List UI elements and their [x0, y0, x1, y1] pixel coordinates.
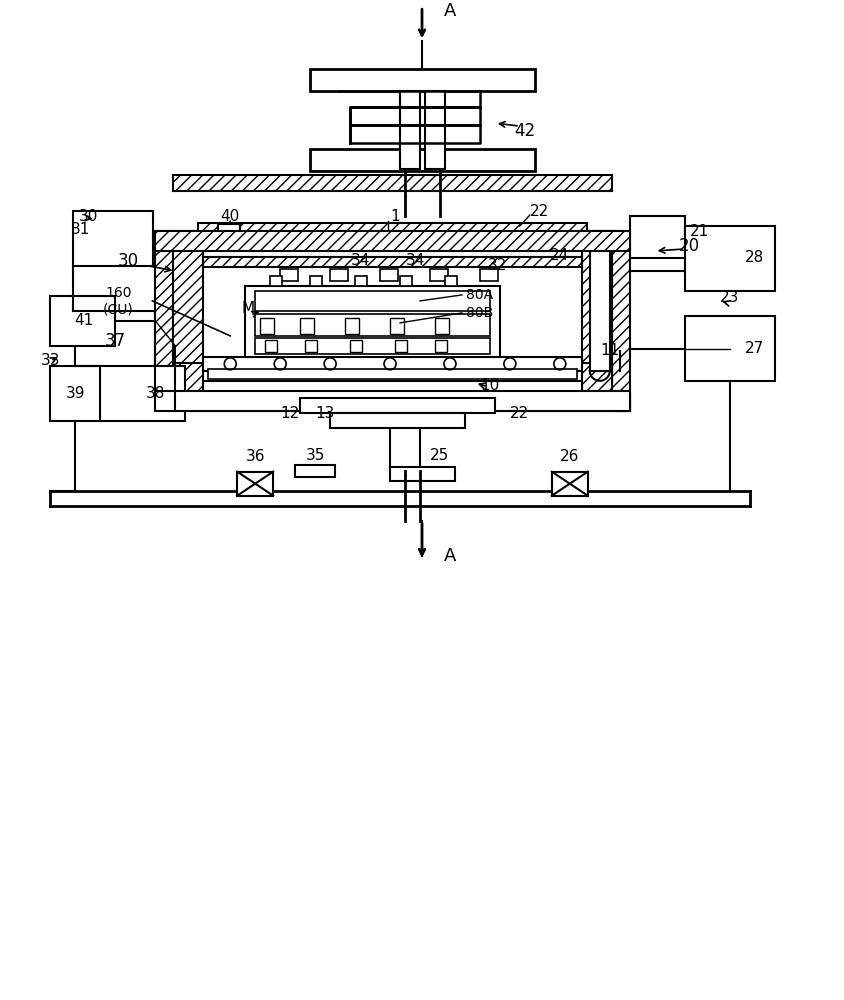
Text: 23: 23	[720, 290, 739, 305]
Text: 32: 32	[488, 258, 507, 273]
Bar	[330, 413, 465, 428]
Bar	[355, 276, 367, 286]
Text: 33: 33	[41, 353, 60, 368]
Text: 37: 37	[105, 332, 126, 350]
Text: A: A	[444, 2, 456, 20]
Bar	[198, 223, 587, 245]
Bar	[300, 318, 314, 334]
Bar	[310, 149, 535, 171]
Text: 34: 34	[350, 253, 370, 268]
Text: 30: 30	[78, 209, 98, 224]
Bar	[345, 318, 359, 334]
Bar	[203, 381, 582, 396]
Bar	[246, 286, 500, 361]
Bar	[260, 318, 274, 334]
Bar	[480, 269, 498, 281]
Bar	[155, 393, 630, 411]
Text: 21: 21	[690, 224, 709, 239]
Text: 42: 42	[514, 122, 535, 140]
Bar	[310, 69, 535, 91]
Bar	[280, 269, 298, 281]
Bar	[20, 11, 825, 571]
Bar	[445, 276, 457, 286]
Text: 27: 27	[745, 341, 764, 356]
Text: A: A	[444, 547, 456, 565]
Text: 160
(CU): 160 (CU)	[103, 286, 133, 316]
Bar	[552, 472, 587, 496]
Bar	[203, 245, 582, 257]
Bar	[51, 366, 100, 421]
Text: 31: 31	[71, 222, 90, 237]
Text: 34: 34	[405, 253, 425, 268]
Bar	[300, 398, 495, 413]
Text: 11: 11	[600, 343, 619, 358]
Text: 30: 30	[118, 252, 139, 270]
Bar	[582, 231, 612, 393]
Bar	[173, 231, 203, 393]
Bar	[435, 340, 447, 352]
Bar	[203, 257, 582, 267]
Text: 10: 10	[480, 378, 500, 393]
Bar	[265, 340, 277, 352]
Text: 28: 28	[745, 250, 764, 265]
Bar	[155, 231, 173, 411]
Bar	[684, 226, 775, 291]
Text: 41: 41	[73, 313, 93, 328]
Text: 36: 36	[246, 449, 265, 464]
Bar	[237, 472, 273, 496]
Text: 24: 24	[550, 248, 570, 263]
Bar	[155, 231, 630, 251]
Text: M: M	[241, 301, 255, 316]
Text: 80B: 80B	[466, 306, 494, 320]
Bar	[208, 369, 576, 379]
Text: 22: 22	[511, 406, 529, 421]
Bar	[425, 91, 445, 169]
Bar	[295, 465, 335, 477]
Text: 22: 22	[530, 204, 549, 219]
Text: 80A: 80A	[467, 288, 494, 302]
Text: 40: 40	[220, 209, 240, 224]
Text: 1: 1	[390, 209, 400, 224]
Text: 38: 38	[146, 386, 165, 401]
Bar	[630, 216, 684, 271]
Bar	[203, 371, 582, 396]
Text: 20: 20	[679, 237, 701, 255]
Text: 12: 12	[280, 406, 300, 421]
Bar	[430, 269, 448, 281]
Text: 13: 13	[316, 406, 335, 421]
Bar	[684, 316, 775, 381]
Bar	[380, 269, 398, 281]
Text: 25: 25	[430, 448, 450, 463]
Bar	[306, 340, 317, 352]
Bar	[100, 366, 186, 421]
Text: 39: 39	[66, 386, 85, 401]
Bar	[51, 296, 116, 346]
Bar	[435, 318, 449, 334]
Bar	[590, 231, 609, 371]
Bar	[219, 224, 241, 246]
Bar	[173, 175, 612, 191]
Bar	[310, 276, 322, 286]
Bar	[255, 338, 490, 354]
Bar	[390, 318, 404, 334]
Bar	[255, 314, 490, 336]
Bar	[203, 357, 582, 371]
Text: 35: 35	[306, 448, 325, 463]
Bar	[390, 411, 420, 471]
Bar	[270, 276, 282, 286]
Bar	[350, 340, 362, 352]
Bar	[330, 269, 348, 281]
Text: 26: 26	[560, 449, 580, 464]
Bar	[400, 91, 420, 169]
Bar	[255, 291, 490, 311]
Bar	[395, 340, 407, 352]
Bar	[173, 363, 612, 393]
Bar	[73, 211, 154, 266]
Bar	[612, 231, 630, 411]
Bar	[155, 391, 630, 411]
Bar	[400, 276, 412, 286]
Bar	[390, 467, 455, 481]
